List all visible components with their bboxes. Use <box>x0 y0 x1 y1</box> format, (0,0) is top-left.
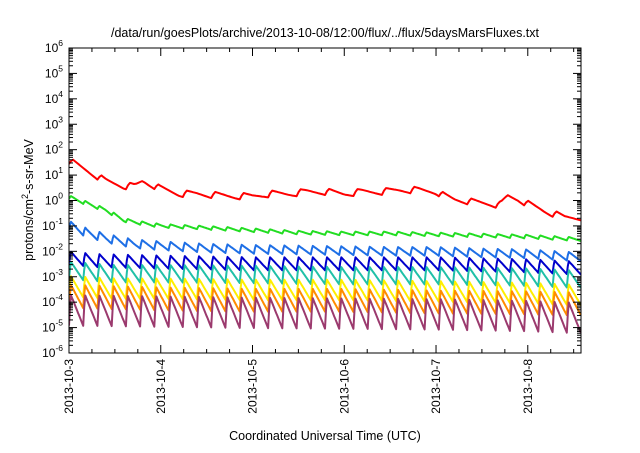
series-line-5 <box>69 261 581 289</box>
y-axis-label-sup: 2 <box>20 194 30 199</box>
y-tick-label-base: 10 <box>45 66 59 80</box>
series-line-2 <box>69 195 581 243</box>
y-tick-label: 10-2 <box>42 241 63 258</box>
y-tick-label-base: 10 <box>42 295 56 309</box>
x-axis-label: Coordinated Universal Time (UTC) <box>229 429 421 443</box>
y-tick-label-exp: 0 <box>58 191 63 201</box>
y-tick-label-base: 10 <box>42 244 56 258</box>
y-tick-label: 10-3 <box>42 267 63 284</box>
series-line-4 <box>69 250 581 276</box>
chart-title: /data/run/goesPlots/archive/2013-10-08/1… <box>111 26 540 40</box>
y-axis-label: protons/cm2-s-sr-MeV <box>20 138 36 260</box>
y-tick-label: 106 <box>45 38 63 55</box>
y-axis: 10-610-510-410-310-210-11001011021031041… <box>42 38 581 360</box>
x-tick-label: 2013-10-5 <box>246 359 260 414</box>
y-tick-label-base: 10 <box>45 143 59 157</box>
y-tick-label: 102 <box>45 140 63 157</box>
y-tick-label: 101 <box>45 165 63 182</box>
x-tick-label: 2013-10-7 <box>429 359 443 414</box>
y-tick-label-exp: -4 <box>55 292 63 302</box>
y-tick-label-base: 10 <box>42 270 56 284</box>
y-tick-label-base: 10 <box>45 168 59 182</box>
y-tick-label-exp: -1 <box>55 216 63 226</box>
series-line-1 <box>69 158 581 222</box>
y-tick-label: 10-4 <box>42 292 63 309</box>
y-tick-label-base: 10 <box>42 219 56 233</box>
y-axis-label-suffix: -s-sr-MeV <box>22 138 36 194</box>
y-tick-label-base: 10 <box>45 41 59 55</box>
x-tick-label: 2013-10-4 <box>154 359 168 414</box>
y-tick-label-exp: 2 <box>58 140 63 150</box>
series-line-3 <box>69 220 581 263</box>
y-tick-label: 105 <box>45 63 63 80</box>
y-tick-label-base: 10 <box>45 194 59 208</box>
y-tick-label-exp: 1 <box>58 165 63 175</box>
y-tick-label-exp: -6 <box>55 343 63 353</box>
y-tick-label: 10-6 <box>42 343 63 360</box>
y-tick-label-base: 10 <box>42 321 56 335</box>
x-tick-label: 2013-10-3 <box>62 359 76 414</box>
y-tick-label-base: 10 <box>45 117 59 131</box>
x-tick-label: 2013-10-6 <box>337 359 351 414</box>
y-tick-label-exp: -5 <box>55 318 63 328</box>
y-tick-label: 10-1 <box>42 216 63 233</box>
y-tick-label-exp: 5 <box>58 63 63 73</box>
x-tick-label: 2013-10-8 <box>521 359 535 414</box>
y-tick-label-exp: -3 <box>55 267 63 277</box>
y-tick-label-exp: 4 <box>58 89 63 99</box>
y-tick-label: 100 <box>45 191 63 208</box>
series-line-8 <box>69 294 581 334</box>
y-tick-label: 104 <box>45 89 63 106</box>
y-tick-label-exp: -2 <box>55 241 63 251</box>
y-tick-label: 10-5 <box>42 318 63 335</box>
x-axis: 2013-10-3 2013-10-4 2013-10-5 2013-10-6 2013… <box>62 48 575 414</box>
series-layer <box>69 158 581 334</box>
y-tick-label-base: 10 <box>45 92 59 106</box>
y-tick-label-exp: 3 <box>58 114 63 124</box>
y-axis-label-prefix: protons/cm <box>22 199 36 261</box>
y-tick-label: 103 <box>45 114 63 131</box>
y-tick-label-base: 10 <box>42 346 56 360</box>
y-tick-label-exp: 6 <box>58 38 63 48</box>
